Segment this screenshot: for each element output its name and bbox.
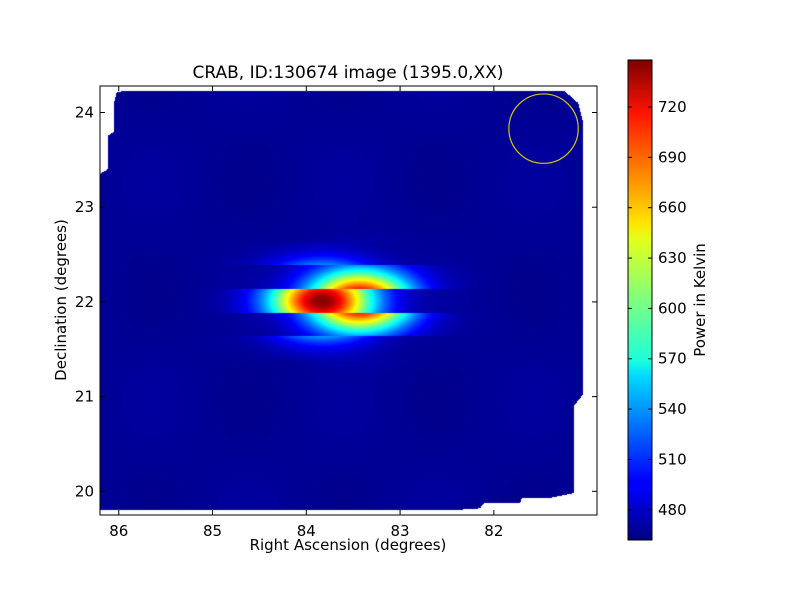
colorbar-tick-label: 510 (658, 450, 687, 468)
colorbar-tick-label: 660 (658, 199, 687, 217)
colorbar-gradient (627, 59, 653, 541)
colorbar-tick-label: 720 (658, 98, 687, 116)
beam-marker-circle (508, 93, 579, 164)
colorbar-tick-label: 630 (658, 249, 687, 267)
x-tick-label: 83 (391, 522, 410, 540)
heatmap-image (100, 86, 597, 515)
y-tick-label: 23 (75, 198, 94, 216)
y-tick-label: 22 (75, 293, 94, 311)
colorbar-tick-label: 480 (658, 501, 687, 519)
y-tick-label: 20 (75, 482, 94, 500)
x-tick-label: 85 (203, 522, 222, 540)
colorbar: 480 510 540 570 600 630 660 690 720 Power in Kel… (627, 59, 709, 541)
plot-area (100, 86, 597, 515)
x-tick-label: 82 (484, 522, 503, 540)
x-tick-label: 86 (109, 522, 128, 540)
y-tick-label: 24 (75, 104, 94, 122)
y-axis-label: Declination (degrees) (52, 219, 70, 381)
y-tick-label: 21 (75, 388, 94, 406)
colorbar-tick-label: 540 (658, 400, 687, 418)
colorbar-ticks: 480 510 540 570 600 630 660 690 720 (628, 98, 687, 519)
chart-title: CRAB, ID:130674 image (1395.0,XX) (192, 63, 503, 83)
colorbar-tick-label: 690 (658, 148, 687, 166)
colorbar-label: Power in Kelvin (691, 243, 709, 357)
x-tick-label: 84 (297, 522, 316, 540)
plot-frame (99, 85, 598, 516)
colorbar-tick-label: 600 (658, 299, 687, 317)
x-axis-label: Right Ascension (degrees) (250, 536, 447, 554)
x-axis-ticks: 86 85 84 83 82 (109, 86, 503, 540)
y-axis-ticks: 20 21 22 23 24 (75, 104, 597, 500)
colorbar-tick-label: 570 (658, 350, 687, 368)
